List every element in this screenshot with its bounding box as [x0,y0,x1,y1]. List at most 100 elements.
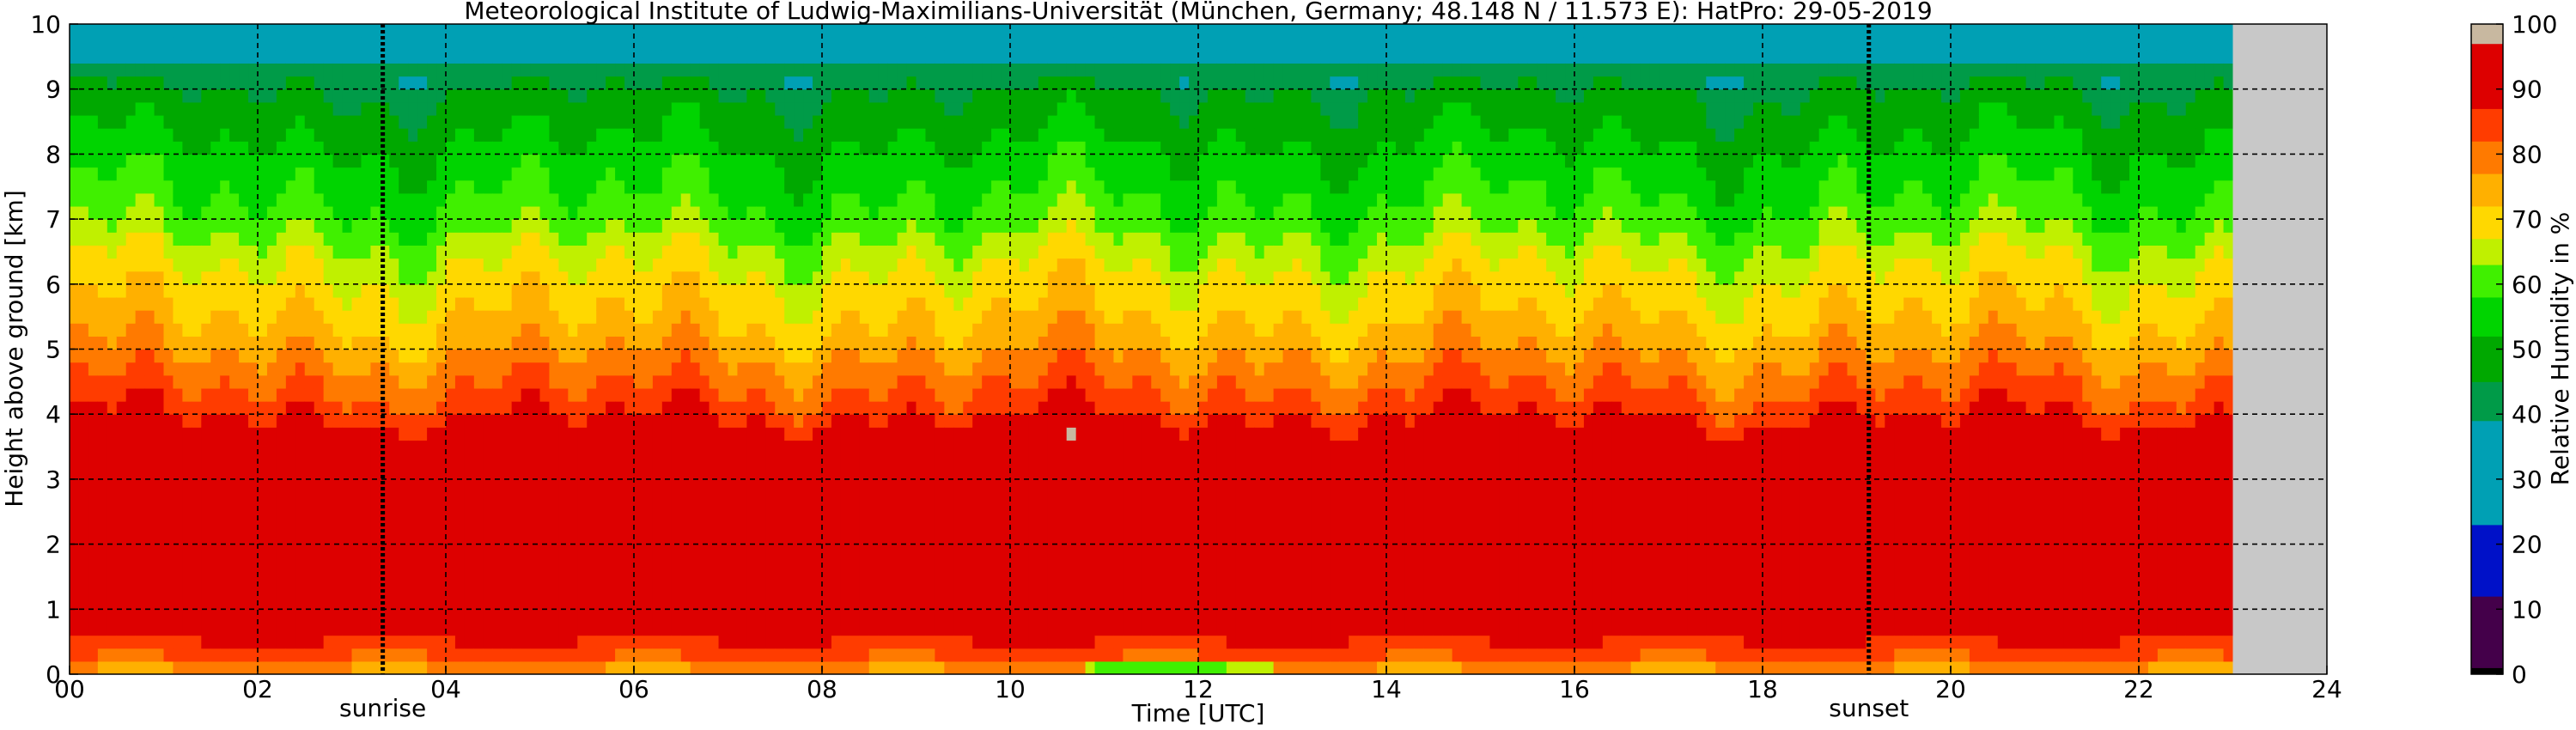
heatmap-cell [182,101,192,116]
heatmap-cell [473,362,484,376]
heatmap-cell [840,88,851,103]
heatmap-cell [803,531,813,545]
heatmap-cell [831,531,842,545]
heatmap-cell [794,258,804,272]
heatmap-cell [831,609,842,624]
heatmap-cell [944,401,954,415]
heatmap-cell [351,310,362,324]
heatmap-cell [361,271,371,285]
heatmap-cell [982,583,992,597]
heatmap-cell [173,232,183,246]
heatmap-cell [427,362,437,376]
heatmap-cell [558,141,569,155]
heatmap-cell [201,24,211,38]
heatmap-cell [436,531,447,545]
heatmap-cell [972,50,983,64]
heatmap-cell [258,362,268,376]
heatmap-cell [906,374,917,389]
heatmap-cell [756,440,766,454]
heatmap-cell [107,660,118,674]
heatmap-cell [182,453,192,467]
heatmap-cell [78,283,89,298]
heatmap-cell [868,453,880,467]
heatmap-cell [680,414,691,428]
heatmap-cell [323,478,334,493]
heatmap-cell [399,283,409,298]
heatmap-cell [361,609,371,624]
heatmap-cell [539,349,551,363]
heatmap-cell [248,492,259,506]
heatmap-cell [483,453,494,467]
heatmap-cell [906,583,917,597]
heatmap-cell [446,453,456,467]
heatmap-cell [634,101,644,116]
heatmap-cell [502,219,513,233]
heatmap-cell [389,310,399,324]
heatmap-cell [97,648,108,662]
heatmap-cell [351,258,362,272]
heatmap-cell [427,544,437,558]
heatmap-cell [972,583,983,597]
heatmap-cell [182,635,192,649]
heatmap-cell [285,401,296,415]
heatmap-cell [624,141,635,155]
heatmap-cell [549,427,559,441]
heatmap-cell [596,622,606,636]
heatmap-cell [859,349,870,363]
heatmap-cell [803,323,813,337]
heatmap-cell [897,50,908,64]
heatmap-cell [173,205,183,220]
heatmap-cell [399,245,409,259]
heatmap-cell [436,63,447,77]
heatmap-cell [70,205,80,220]
heatmap-cell [182,296,192,311]
heatmap-cell [239,427,249,441]
heatmap-cell [332,440,344,454]
heatmap-cell [258,414,268,428]
heatmap-cell [615,24,625,38]
heatmap-cell [868,232,880,246]
heatmap-cell [154,205,165,220]
heatmap-cell [868,387,880,402]
heatmap-cell [615,258,625,272]
heatmap-cell [125,518,137,532]
heatmap-cell [295,478,306,493]
heatmap-cell [1001,323,1011,337]
heatmap-cell [483,478,494,493]
heatmap-cell [859,179,870,194]
heatmap-cell [558,505,569,519]
heatmap-cell [652,167,663,181]
heatmap-cell [991,179,1002,194]
heatmap-cell [483,88,494,103]
heatmap-cell [314,505,325,519]
heatmap-cell [642,271,654,285]
heatmap-cell [831,258,842,272]
heatmap-cell [182,258,192,272]
heatmap-cell [116,37,127,51]
heatmap-cell [88,128,99,142]
heatmap-cell [125,323,137,337]
heatmap-cell [652,414,663,428]
heatmap-cell [502,374,513,389]
heatmap-cell [163,557,174,571]
heatmap-cell [210,478,221,493]
heatmap-cell [125,101,137,116]
heatmap-cell [97,101,108,116]
heatmap-cell [642,179,654,194]
heatmap-cell [78,310,89,324]
heatmap-cell [285,440,296,454]
heatmap-cell [502,323,513,337]
heatmap-cell [192,505,202,519]
heatmap-cell [652,648,663,662]
heatmap-cell [135,544,146,558]
heatmap-cell [859,296,870,311]
heatmap-cell [831,63,842,77]
heatmap-cell [982,609,992,624]
heatmap-cell [558,128,569,142]
heatmap-cell [163,336,174,350]
heatmap-cell [652,205,663,220]
heatmap-cell [756,596,766,610]
heatmap-cell [210,596,221,610]
heatmap-cell [70,518,80,532]
heatmap-cell [314,245,325,259]
